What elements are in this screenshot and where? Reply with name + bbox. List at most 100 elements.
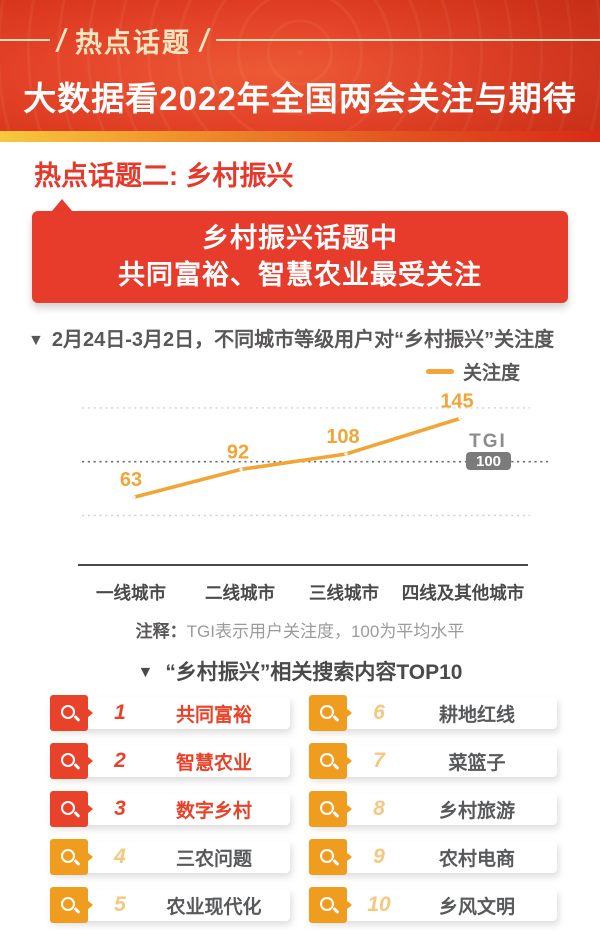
notch-icon (346, 756, 352, 766)
notch-icon (346, 852, 352, 862)
rank-number: 9 (373, 845, 385, 868)
search-icon (59, 703, 79, 723)
x-tick-tier3: 三线城市 (309, 583, 379, 603)
rank-number: 7 (373, 749, 385, 772)
rank-number: 4 (114, 845, 126, 868)
chart-title: ▼ 2月24日-3月2日，不同城市等级用户对“乡村振兴”关注度 (28, 323, 588, 352)
gradient-divider (0, 131, 600, 142)
rank-label: 乡风文明 (438, 896, 515, 918)
triangle-down-icon: ▼ (28, 332, 44, 349)
search-icon (59, 847, 79, 867)
banner-line-2: 共同富裕、智慧农业最受关注 (118, 260, 482, 290)
search-icon-box (309, 791, 352, 827)
rank-number: 2 (114, 749, 126, 772)
banner-line-1: 乡村振兴话题中 (202, 223, 398, 253)
rank-label: 共同富裕 (175, 704, 252, 726)
search-icon-box (309, 695, 352, 731)
rank-label: 农业现代化 (166, 896, 262, 918)
header-banner: 热点话题 大数据看2022年全国两会关注与期待 (0, 0, 600, 131)
badge-line-right (216, 39, 600, 41)
search-icon (59, 895, 79, 915)
list-item-rank-6: 6 耕地红线 (309, 695, 557, 731)
banner-pointer-triangle (52, 199, 72, 211)
search-icon (318, 799, 338, 819)
svg-text:92: 92 (227, 441, 249, 463)
search-icon-box (309, 839, 352, 875)
search-icon (318, 847, 338, 867)
notch-icon (87, 708, 93, 718)
notch-icon (87, 756, 93, 766)
tgi-reference-badge: 100 (466, 452, 511, 470)
rank-label: 乡村旅游 (438, 800, 515, 822)
list-item-rank-8: 8 乡村旅游 (309, 791, 557, 827)
rank-number: 3 (114, 797, 126, 820)
header-badge: 热点话题 (75, 27, 191, 58)
list-item-rank-9: 9 农村电商 (309, 839, 557, 875)
search-icon-box (50, 743, 93, 779)
list-item-rank-5: 5 农业现代化 (50, 887, 290, 923)
search-icon (318, 703, 338, 723)
slash-icon (55, 28, 68, 52)
chart-title-text: 2月24日-3月2日，不同城市等级用户对“乡村振兴”关注度 (51, 329, 555, 351)
chart-legend: 关注度 (425, 358, 520, 385)
search-icon (59, 799, 79, 819)
chart-note: 注释：TGI表示用户关注度，100为平均水平 (0, 617, 600, 642)
badge-line-left (0, 39, 50, 41)
rank-number: 6 (373, 701, 385, 724)
search-icon (318, 751, 338, 771)
tgi-reference-label: TGI (469, 431, 507, 452)
rank-label: 数字乡村 (175, 800, 252, 822)
svg-text:145: 145 (440, 391, 473, 413)
rank-number: 1 (114, 701, 126, 724)
list-item-rank-10: 10 乡风文明 (309, 887, 557, 923)
notch-icon (87, 804, 93, 814)
rank-number: 8 (373, 797, 385, 820)
slash-icon (198, 28, 211, 52)
list-item-rank-1: 1 共同富裕 (50, 695, 290, 731)
top10-title: ▼ “乡村振兴”相关搜索内容TOP10 (0, 656, 600, 686)
rank-number: 10 (367, 893, 391, 916)
search-icon-box (309, 887, 352, 923)
notch-icon (346, 708, 352, 718)
svg-text:63: 63 (120, 469, 142, 491)
page-title: 大数据看2022年全国两会关注与期待 (23, 80, 577, 117)
search-icon-box (50, 839, 93, 875)
notch-icon (346, 804, 352, 814)
tgi-line-chart: 63 92 108 145 (82, 391, 548, 517)
list-item-rank-3: 3 数字乡村 (50, 791, 290, 827)
search-icon (318, 895, 338, 915)
section-heading: 热点话题二: 乡村振兴 (34, 161, 294, 191)
search-icon (59, 751, 79, 771)
top10-column-left: 1 共同富裕 2 智慧农业 3 数字乡村 4 三农问题 5 农业现代化 (50, 695, 290, 937)
list-item-rank-2: 2 智慧农业 (50, 743, 290, 779)
rank-number: 5 (114, 893, 126, 916)
search-icon-box (50, 695, 93, 731)
x-tick-tier2: 二线城市 (205, 583, 275, 603)
top10-title-text: “乡村振兴”相关搜索内容TOP10 (165, 661, 463, 684)
notch-icon (87, 852, 93, 862)
triangle-down-icon: ▼ (137, 664, 154, 681)
rank-label: 耕地红线 (438, 704, 515, 726)
svg-text:108: 108 (326, 426, 359, 448)
search-icon-box (50, 887, 93, 923)
notch-icon (346, 900, 352, 910)
x-tick-tier4: 四线及其他城市 (401, 583, 525, 603)
key-finding-banner: 乡村振兴话题中 共同富裕、智慧农业最受关注 (32, 211, 568, 303)
search-icon-box (50, 791, 93, 827)
header-badge-row: 热点话题 (0, 26, 600, 58)
chart-note-label: 注释： (135, 622, 187, 641)
list-item-rank-4: 4 三农问题 (50, 839, 290, 875)
notch-icon (87, 900, 93, 910)
rank-label: 三农问题 (175, 848, 252, 870)
legend-line-swatch (425, 369, 454, 374)
rank-label: 智慧农业 (175, 752, 252, 774)
top10-column-right: 6 耕地红线 7 菜篮子 8 乡村旅游 9 农村电商 10 乡风文明 (309, 695, 557, 937)
chart-note-text: TGI表示用户关注度，100为平均水平 (186, 622, 465, 641)
x-axis-line (78, 564, 528, 566)
rank-label: 农村电商 (438, 848, 515, 870)
search-icon-box (309, 743, 352, 779)
legend-label: 关注度 (462, 363, 520, 384)
rank-label: 菜篮子 (448, 752, 506, 774)
list-item-rank-7: 7 菜篮子 (309, 743, 557, 779)
